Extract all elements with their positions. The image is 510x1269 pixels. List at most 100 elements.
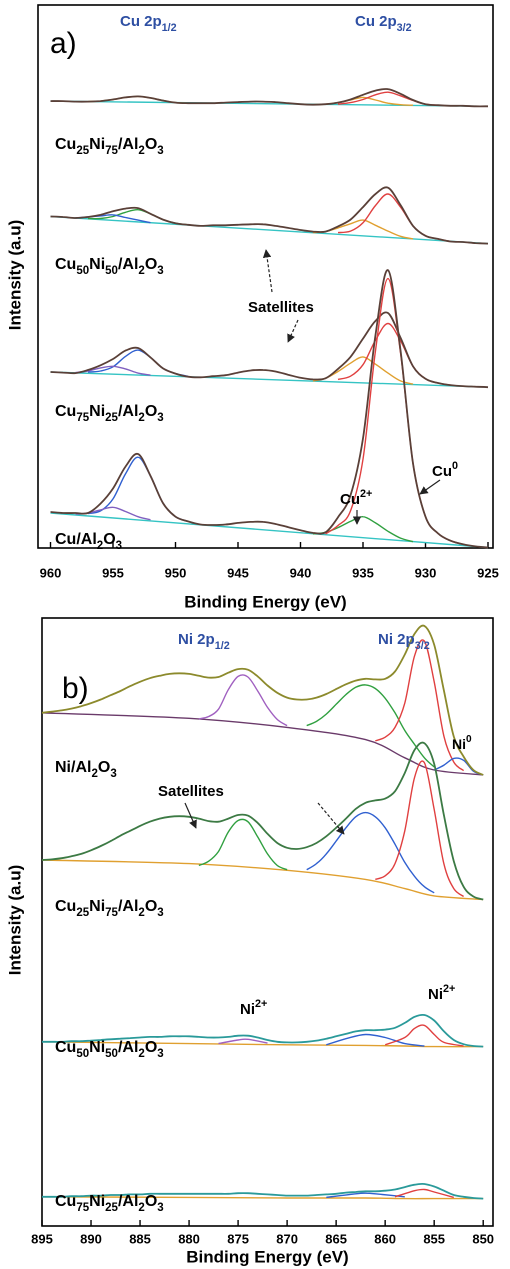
x-tick-label: 925	[477, 565, 499, 580]
y-axis-title: Intensity (a.u)	[5, 220, 24, 331]
fit-component	[198, 674, 288, 727]
subscript: 3	[157, 145, 163, 157]
annotation: b)	[62, 672, 89, 705]
text-part: Cu/Al	[55, 531, 97, 548]
fit-component	[75, 365, 151, 376]
fit-component	[375, 760, 465, 898]
spectrum-line	[50, 88, 489, 108]
subscript: 1/2	[215, 640, 230, 652]
x-tick-label: 875	[227, 1231, 249, 1246]
fit-component	[50, 371, 489, 388]
series-label: Cu75Ni25/Al2O3	[55, 403, 164, 424]
annotation: Cu2+	[340, 488, 372, 508]
plot-frame	[41, 617, 494, 1227]
spectrum-line	[42, 1013, 484, 1048]
spectrum-line	[42, 1182, 484, 1200]
annotation: Satellites	[158, 783, 224, 800]
text-part: Cu	[340, 491, 360, 508]
text-part: O	[98, 759, 110, 776]
fit-component	[50, 512, 489, 549]
text-part: Ni	[89, 403, 105, 420]
superscript: 2+	[443, 983, 455, 995]
text-part: Ni	[89, 1193, 105, 1210]
fit-component	[312, 356, 414, 385]
text-part: Cu	[55, 1039, 76, 1056]
fit-component	[41, 1041, 484, 1048]
subscript: 2	[138, 412, 144, 424]
subscript: 75	[76, 412, 89, 424]
subscript: 75	[105, 145, 118, 157]
series-label: Cu50Ni50/Al2O3	[55, 1039, 164, 1060]
annotation: Ni 2p3/2	[378, 631, 430, 652]
spectrum-line	[50, 186, 489, 245]
x-tick-label: 895	[31, 1231, 53, 1246]
arrow	[184, 802, 197, 829]
text-part: Cu	[432, 463, 452, 480]
subscript: 25	[105, 412, 118, 424]
fit-component	[306, 684, 435, 768]
series-label: Cu25Ni75/Al2O3	[55, 136, 164, 157]
subscript: 3/2	[415, 640, 430, 652]
series-label: Ni/Al2O3	[55, 759, 117, 780]
text-part: Cu	[55, 898, 76, 915]
fit-component	[198, 818, 288, 871]
text-part: O	[103, 531, 115, 548]
subscript: 75	[76, 1202, 89, 1214]
x-tick-label: 930	[415, 565, 437, 580]
subscript: 3	[110, 768, 116, 780]
x-tick-label: 955	[102, 565, 124, 580]
text-part: Ni 2p	[378, 631, 415, 648]
text-part: /Al	[118, 403, 138, 420]
x-tick-label: 855	[423, 1231, 445, 1246]
annotation: Ni0	[452, 734, 472, 752]
subscript: 3	[116, 540, 122, 552]
fit-component	[41, 859, 484, 901]
text-part: /Al	[118, 136, 138, 153]
subscript: 2	[91, 768, 97, 780]
text-part: a)	[50, 27, 77, 60]
arrow	[287, 319, 299, 343]
text-part: b)	[62, 672, 89, 705]
text-part: O	[145, 1193, 157, 1210]
text-part: O	[145, 403, 157, 420]
subscript: 3/2	[397, 22, 412, 34]
subscript: 3	[157, 1048, 163, 1060]
subscript: 1/2	[162, 22, 177, 34]
text-part: Cu	[55, 136, 76, 153]
x-tick-label: 950	[165, 565, 187, 580]
spectrum-line	[41, 624, 484, 776]
fit-component	[394, 1188, 454, 1199]
text-part: Ni	[240, 1001, 255, 1018]
annotation: a)	[50, 27, 77, 60]
text-part: Ni	[89, 256, 105, 273]
fit-component	[384, 1024, 464, 1047]
text-part: Cu	[55, 1193, 76, 1210]
fit-component	[41, 1196, 484, 1200]
text-part: Ni	[428, 986, 443, 1003]
arrow	[317, 802, 345, 835]
text-part: Satellites	[248, 299, 314, 316]
text-part: Ni	[89, 136, 105, 153]
text-part: O	[145, 1039, 157, 1056]
x-tick-label: 865	[325, 1231, 347, 1246]
fit-component	[306, 811, 435, 894]
arrow	[262, 249, 273, 293]
text-part: /Al	[118, 1039, 138, 1056]
superscript: 2+	[255, 998, 267, 1010]
arrow	[419, 479, 441, 495]
series-label: Cu75Ni25/Al2O3	[55, 1193, 164, 1214]
fit-component	[326, 1192, 405, 1199]
subscript: 25	[76, 907, 89, 919]
series-label: Cu25Ni75/Al2O3	[55, 898, 164, 919]
superscript: 2+	[360, 488, 372, 500]
text-part: Ni	[89, 898, 105, 915]
text-part: Satellites	[158, 783, 224, 800]
text-part: Cu	[55, 403, 76, 420]
text-part: /Al	[118, 898, 138, 915]
text-part: O	[145, 898, 157, 915]
subscript: 25	[105, 1202, 118, 1214]
fit-component	[326, 1033, 425, 1047]
superscript: 0	[452, 460, 458, 472]
